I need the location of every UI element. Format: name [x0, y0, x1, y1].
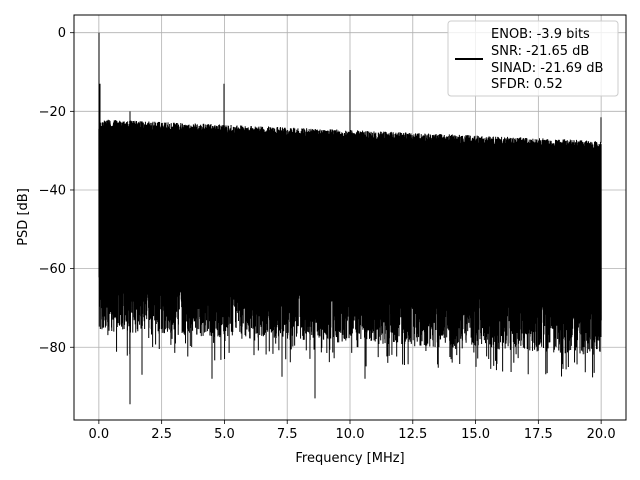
plot-area — [98, 32, 602, 405]
y-tick-label: −20 — [39, 105, 66, 120]
legend: ENOB: -3.9 bits SNR: -21.65 dB SINAD: -2… — [447, 20, 619, 97]
x-tick-label: 15.0 — [461, 427, 490, 442]
x-tick-label: 7.5 — [277, 427, 298, 442]
x-tick-label: 10.0 — [336, 427, 365, 442]
x-axis-ticks: 0.0 2.5 5.0 7.5 10.0 12.5 15.0 17.5 20.0 — [89, 420, 616, 442]
x-tick-label: 2.5 — [151, 427, 172, 442]
x-tick-label: 20.0 — [587, 427, 616, 442]
x-tick-label: 5.0 — [214, 427, 235, 442]
y-axis-label: PSD [dB] — [16, 188, 31, 246]
y-axis-ticks: 0 −20 −40 −60 −80 — [39, 26, 74, 356]
legend-box — [447, 20, 619, 97]
x-axis-label: Frequency [MHz] — [295, 451, 404, 466]
x-tick-label: 0.0 — [89, 427, 110, 442]
y-tick-label: −40 — [39, 183, 66, 198]
legend-sinad: SINAD: -21.69 dB — [491, 61, 603, 76]
x-tick-label: 12.5 — [398, 427, 427, 442]
y-tick-label: −80 — [39, 341, 66, 356]
x-tick-label: 17.5 — [524, 427, 553, 442]
y-tick-label: 0 — [58, 26, 66, 41]
legend-enob: ENOB: -3.9 bits — [491, 27, 590, 42]
legend-snr: SNR: -21.65 dB — [491, 44, 589, 59]
legend-sfdr: SFDR: 0.52 — [491, 77, 563, 92]
y-tick-label: −60 — [39, 262, 66, 277]
psd-line — [98, 32, 602, 405]
